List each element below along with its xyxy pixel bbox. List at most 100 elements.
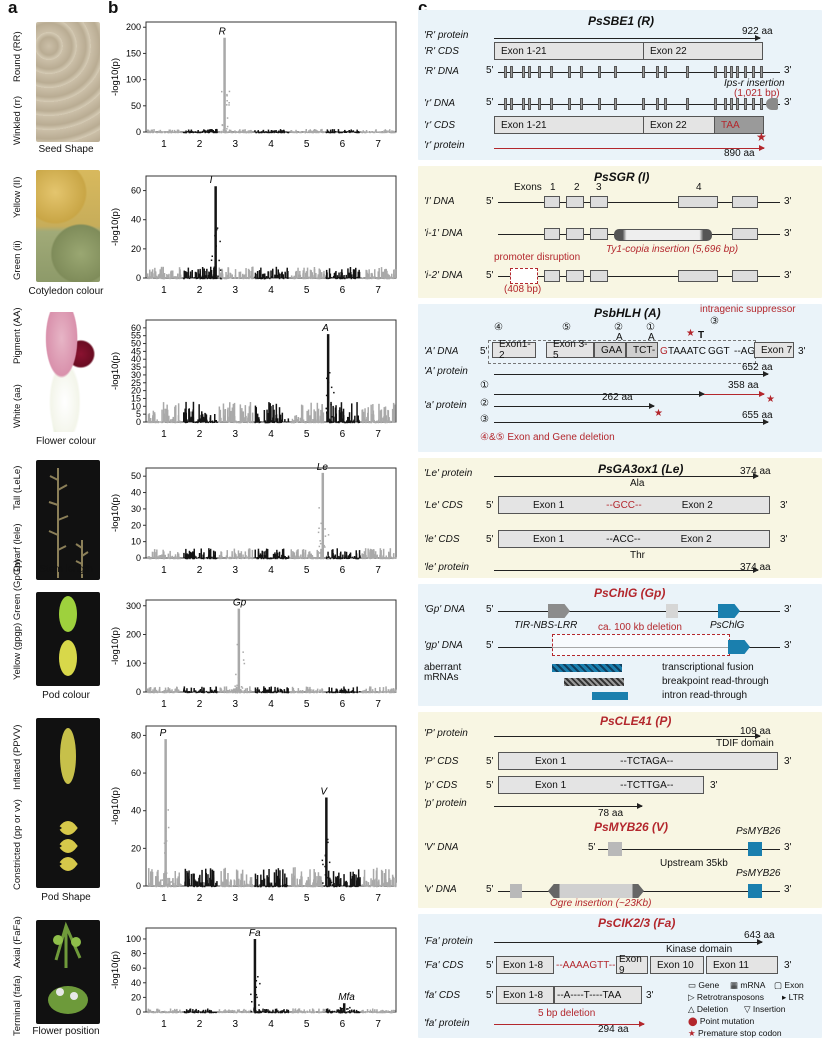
snp-point (393, 692, 395, 694)
snp-point (209, 877, 211, 886)
snp-point (200, 882, 202, 886)
snp-point (299, 270, 301, 278)
y-tick-label: 60 (131, 768, 141, 778)
snp-point (149, 418, 152, 422)
snp-point (168, 129, 170, 132)
snp-point (205, 1009, 207, 1012)
chromosome-points-1 (147, 549, 181, 560)
transcriptional-fusion-label: transcriptional fusion (662, 662, 754, 673)
snp-point (296, 886, 298, 888)
snp-point (387, 1010, 390, 1012)
snp-point (248, 278, 250, 280)
snp-point (331, 129, 334, 132)
snp-point (284, 1011, 286, 1013)
snp-point (363, 885, 366, 887)
stem-length-photo (36, 460, 100, 580)
snp-point (391, 131, 393, 133)
snp-point (380, 550, 382, 558)
snp-point (267, 877, 269, 886)
snp-point (344, 688, 346, 692)
snp-point (364, 689, 366, 692)
snp-point (274, 554, 276, 558)
snp-point (250, 131, 253, 134)
snp-point (269, 1011, 271, 1014)
snp-point (322, 132, 324, 134)
snp-point (377, 421, 379, 424)
snp-point (201, 690, 204, 692)
snp-point (238, 1009, 240, 1012)
snp-point (257, 130, 259, 132)
snp-point (280, 132, 282, 134)
snp-point (389, 129, 391, 132)
snp-point (276, 552, 279, 558)
snp-point (149, 882, 152, 886)
snp-point (267, 557, 270, 560)
snp-point (192, 551, 194, 558)
snp-point (231, 692, 233, 694)
snp-point (171, 689, 173, 692)
snp-point (301, 1011, 304, 1013)
snp-point (167, 687, 169, 692)
snp-point (262, 869, 265, 886)
snp-point (153, 692, 156, 694)
snp-point (305, 686, 308, 692)
label-v-dna: 'v' DNA (424, 884, 457, 895)
snp-point (393, 885, 396, 887)
snp-point (320, 409, 322, 422)
snp-point (319, 1011, 321, 1013)
snp-point (281, 412, 284, 422)
snp-point (263, 551, 265, 558)
snp-point (150, 422, 152, 424)
ips-r-insertion-label: Ips-r insertion (724, 78, 785, 89)
snp-point (162, 885, 164, 888)
snp-point (370, 878, 372, 886)
snp-point (344, 130, 346, 132)
a1-marker: ① (480, 380, 489, 391)
snp-point (344, 131, 347, 133)
snp-point (372, 414, 375, 422)
snp-point (225, 420, 228, 422)
snp-point (171, 421, 174, 423)
snp-point (154, 687, 156, 692)
a2-length: 262 aa (602, 392, 633, 403)
snp-point (226, 691, 229, 693)
peak-point (234, 688, 236, 690)
snp-point (354, 885, 356, 887)
snp-point (312, 419, 315, 422)
snp-point (274, 882, 276, 886)
snp-point (242, 278, 245, 280)
exon-tick (522, 66, 525, 78)
snp-point (169, 558, 171, 560)
snp-point (299, 879, 301, 886)
snp-point (178, 690, 181, 692)
snp-point (391, 1012, 394, 1014)
a1-length: 358 aa (728, 380, 759, 391)
snp-point (334, 277, 337, 279)
panel-letter-b: b (108, 0, 119, 17)
snp-point (187, 884, 189, 886)
A-letter-2: A (616, 332, 623, 343)
snp-point (305, 278, 307, 280)
snp-point (195, 1008, 197, 1012)
snp-point (168, 1012, 170, 1014)
snp-point (169, 129, 171, 132)
snp-point (303, 278, 305, 280)
snp-point (155, 886, 157, 888)
snp-point (147, 556, 149, 558)
snp-point (316, 688, 319, 692)
suppressor-star: ★ (686, 328, 695, 339)
y-tick-label: 300 (126, 601, 141, 611)
snp-point (291, 418, 294, 422)
snp-point (369, 886, 371, 888)
snp-point (162, 558, 165, 560)
peak-point (330, 403, 332, 406)
snp-point (301, 690, 303, 692)
snp-point (270, 420, 272, 422)
snp-point (192, 873, 194, 886)
snp-point (147, 557, 149, 559)
snp-point (310, 130, 313, 132)
snp-point (385, 690, 387, 692)
peak-point (236, 684, 238, 687)
snp-point (390, 1012, 392, 1014)
snp-point (383, 278, 385, 280)
